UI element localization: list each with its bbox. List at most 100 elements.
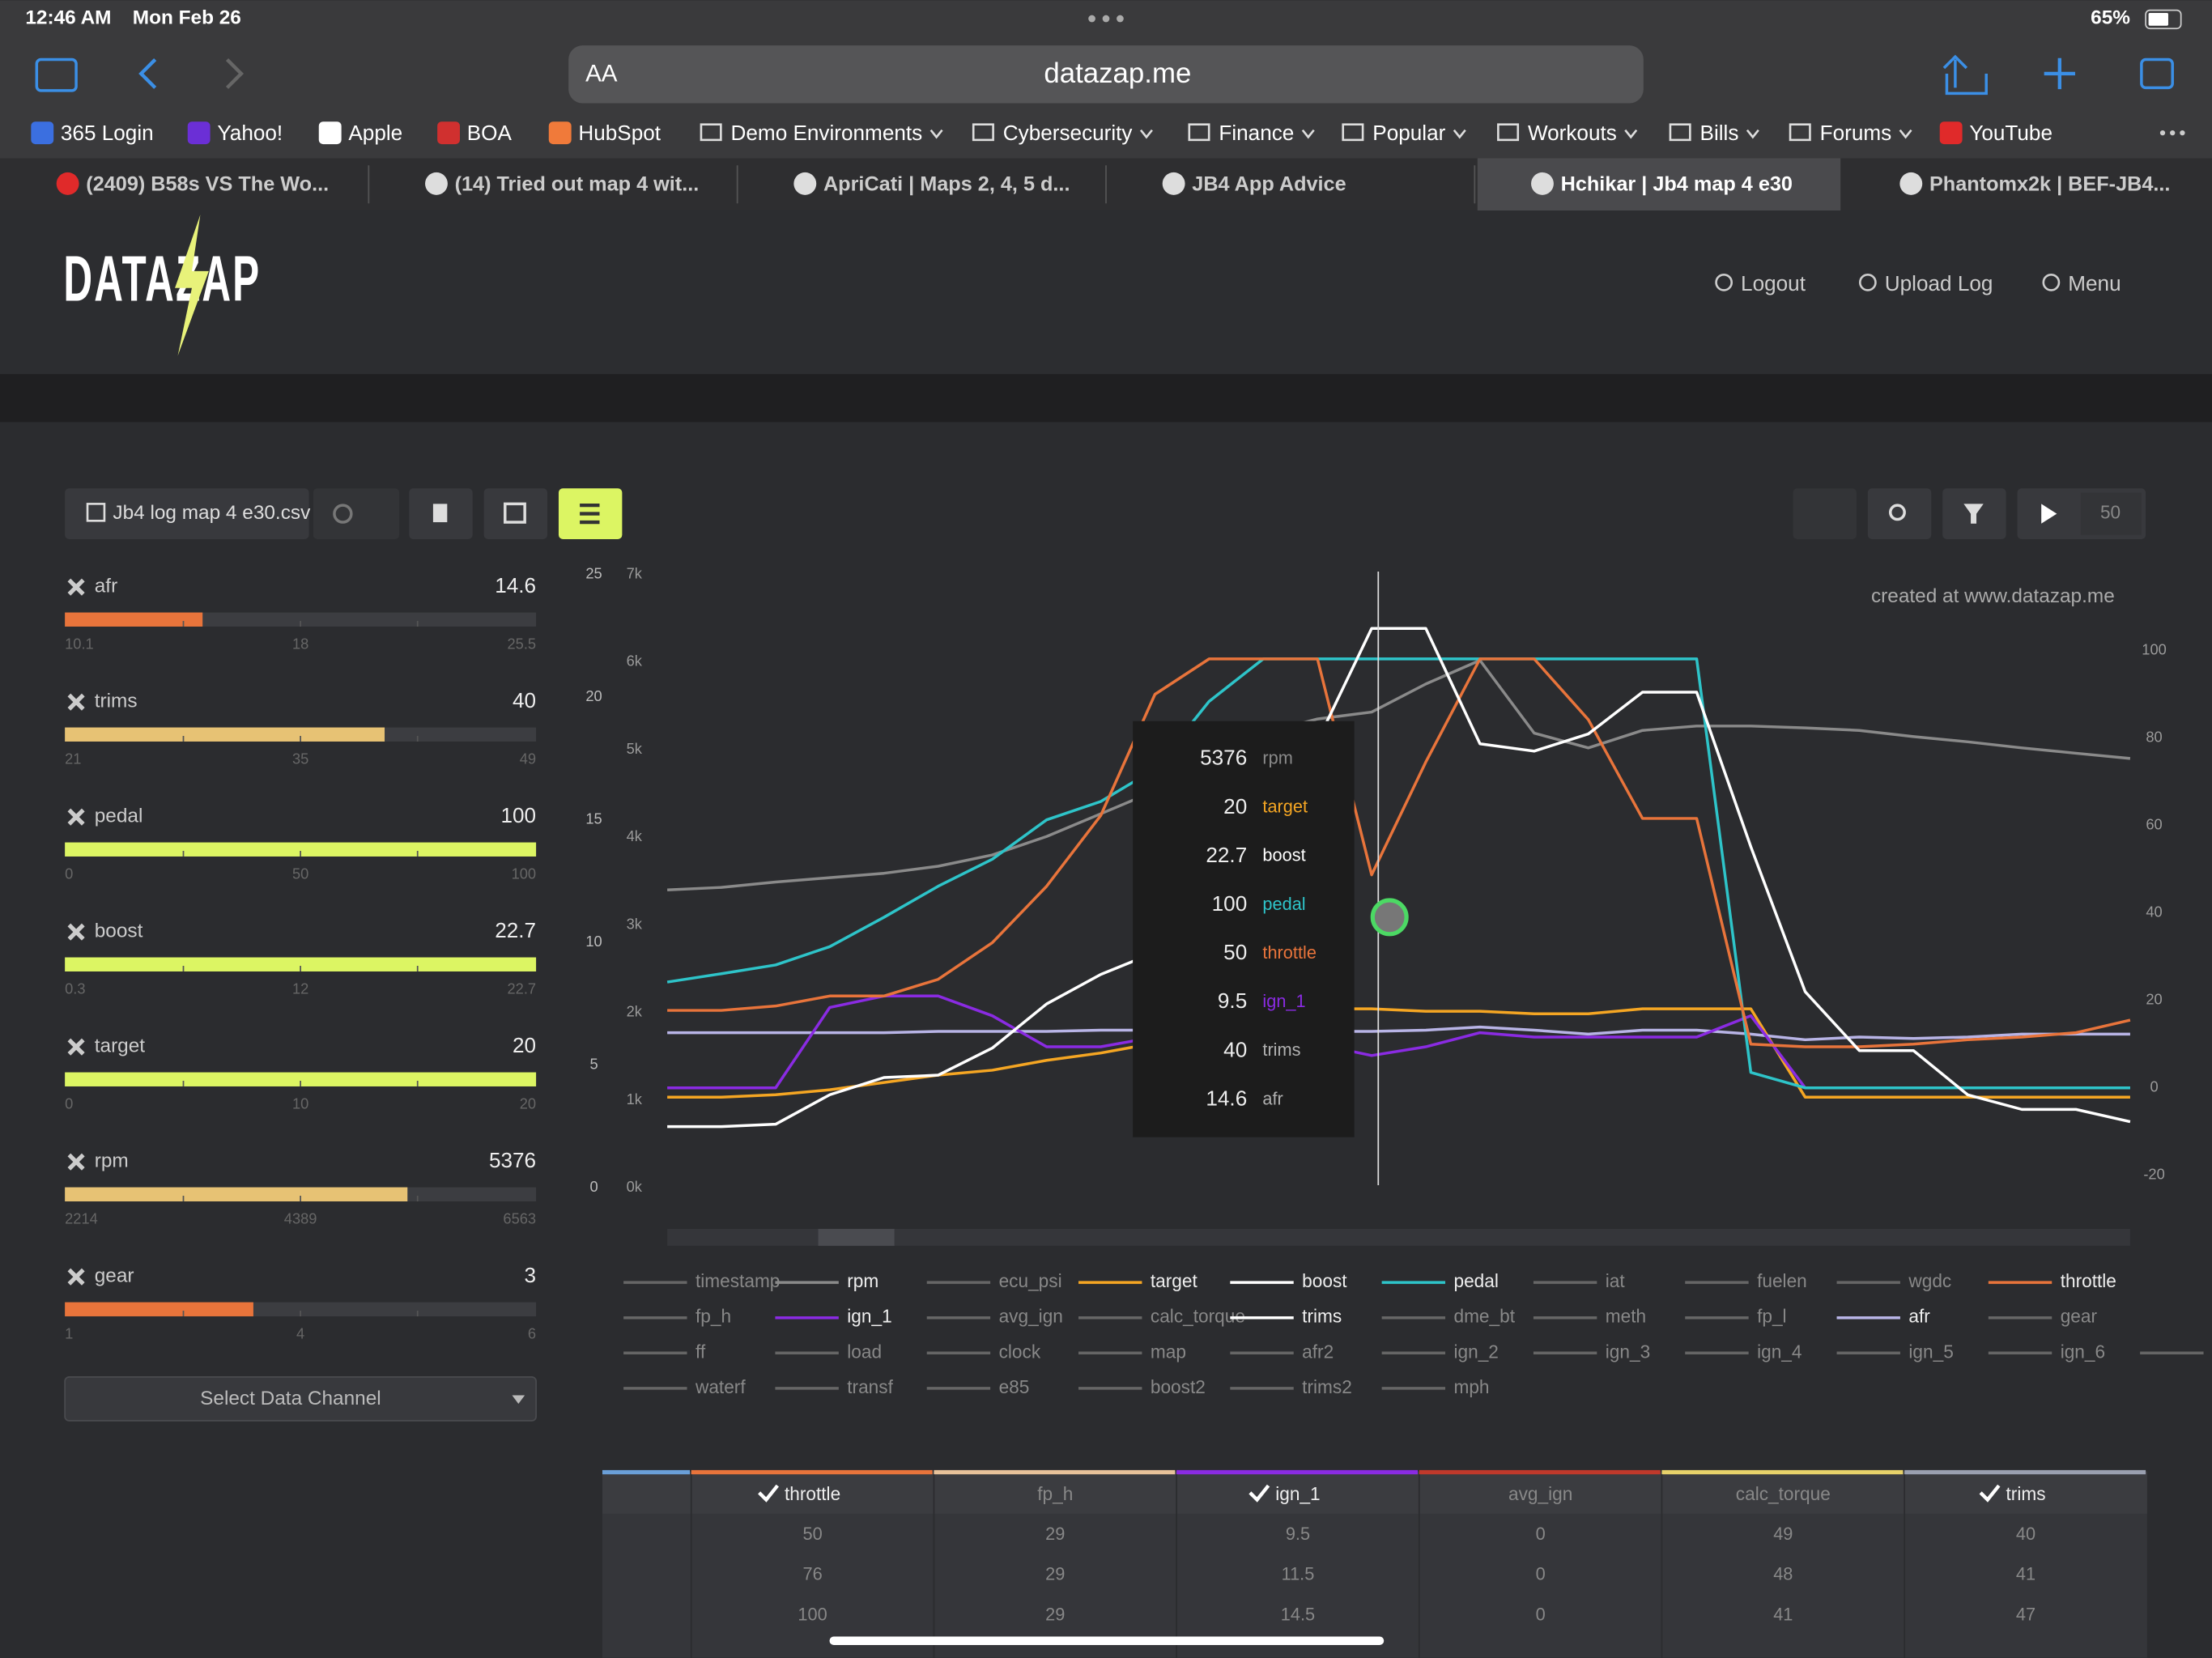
remove-icon[interactable] <box>67 923 85 941</box>
file-name[interactable]: Jb4 log map 4 e30.csv <box>113 502 311 524</box>
legend-label[interactable]: gear <box>2061 1306 2098 1327</box>
bookmark[interactable]: BOA <box>467 121 513 145</box>
back-button[interactable] <box>138 58 157 89</box>
select-channel-label[interactable]: Select Data Channel <box>200 1388 381 1409</box>
column-header[interactable]: ign_1 <box>1275 1483 1320 1504</box>
legend-label[interactable]: clock <box>999 1341 1041 1362</box>
tab-title[interactable]: ApriCati | Maps 2, 4, 5 d... <box>823 172 1070 195</box>
remove-icon[interactable] <box>67 578 85 596</box>
file-button[interactable] <box>65 488 309 539</box>
legend-label[interactable]: e85 <box>999 1376 1030 1397</box>
legend-label[interactable]: trims2 <box>1302 1376 1352 1397</box>
bookmark[interactable]: Workouts <box>1528 121 1617 145</box>
legend-label[interactable]: ign_5 <box>1908 1341 1953 1362</box>
column-header[interactable]: throttle <box>785 1483 840 1504</box>
bookmark[interactable]: Yahoo! <box>217 121 283 145</box>
legend-label[interactable]: rpm <box>847 1270 878 1291</box>
bookmark[interactable]: Finance <box>1219 121 1294 145</box>
bookmark-icon <box>31 121 54 145</box>
remove-icon[interactable] <box>67 1038 85 1056</box>
legend-label[interactable]: ign_1 <box>847 1306 891 1327</box>
nav-link[interactable]: Upload Log <box>1885 271 1993 295</box>
legend-label[interactable]: pedal <box>1453 1270 1498 1291</box>
bookmark[interactable]: Forums <box>1820 121 1892 145</box>
tab-title[interactable]: (14) Tried out map 4 wit... <box>455 172 700 195</box>
bookmark[interactable]: YouTube <box>1969 121 2052 145</box>
legend-label[interactable]: afr2 <box>1302 1341 1334 1362</box>
flag-button[interactable] <box>1793 488 1857 539</box>
scrollbar-thumb[interactable] <box>818 1228 895 1246</box>
bookmark[interactable]: HubSpot <box>578 121 661 145</box>
legend-label[interactable]: waterf <box>695 1376 746 1397</box>
tabs-button[interactable] <box>2140 57 2174 90</box>
legend-label[interactable]: ign_3 <box>1606 1341 1650 1362</box>
legend-label[interactable]: fp_h <box>696 1306 731 1327</box>
tab-title[interactable]: Hchikar | Jb4 map 4 e30 <box>1561 172 1793 195</box>
bookmark[interactable]: Cybersecurity <box>1003 121 1134 145</box>
scrollbar-track[interactable] <box>667 1228 2130 1246</box>
remove-icon[interactable] <box>67 693 85 711</box>
status-date: Mon Feb 26 <box>133 6 241 28</box>
forward-button[interactable] <box>225 58 245 89</box>
legend-label[interactable]: map <box>1151 1341 1186 1362</box>
legend-label[interactable]: wgdc <box>1908 1270 1951 1291</box>
legend-label[interactable]: boost2 <box>1151 1376 1206 1397</box>
count-field[interactable] <box>2080 492 2142 535</box>
bookmark[interactable]: Bills <box>1700 121 1739 145</box>
legend-label[interactable]: timestamp <box>696 1270 780 1291</box>
legend-label[interactable]: throttle <box>2061 1270 2116 1291</box>
legend-label[interactable]: trims <box>1302 1306 1342 1327</box>
logo[interactable]: DATAZAP <box>63 242 261 315</box>
column-header[interactable]: fp_h <box>1037 1483 1073 1504</box>
more-dot[interactable] <box>2159 130 2166 136</box>
new-tab-button[interactable] <box>2044 57 2075 90</box>
split-button[interactable] <box>483 488 548 539</box>
legend-label[interactable]: fuelen <box>1757 1270 1807 1291</box>
legend-label[interactable]: ff <box>696 1341 706 1362</box>
column-header[interactable]: calc_torque <box>1736 1483 1831 1504</box>
legend-label[interactable]: ign_4 <box>1757 1341 1802 1362</box>
reader-button[interactable]: AA <box>585 61 618 87</box>
legend-label[interactable]: afr <box>1908 1306 1930 1327</box>
column-header[interactable]: trims <box>2006 1483 2045 1504</box>
zoom-button[interactable] <box>1867 488 1932 539</box>
bookmark[interactable]: Popular <box>1372 121 1445 145</box>
legend-label[interactable]: target <box>1151 1270 1198 1291</box>
y-tick-label: 5 <box>589 1056 598 1073</box>
url[interactable]: datazap.me <box>1044 57 1191 89</box>
legend-label[interactable]: ign_6 <box>2061 1341 2105 1362</box>
legend-label[interactable]: dme_bt <box>1453 1306 1515 1327</box>
tooltip-value: 9.5 <box>1218 988 1247 1013</box>
tab-title[interactable]: (2409) B58s VS The Wo... <box>86 172 329 195</box>
remove-icon[interactable] <box>67 1153 85 1171</box>
legend-label[interactable]: meth <box>1606 1306 1646 1327</box>
legend-label[interactable]: boost <box>1302 1270 1347 1291</box>
nav-link[interactable]: Logout <box>1741 271 1806 295</box>
legend-label[interactable]: ign_2 <box>1453 1341 1498 1362</box>
tab-title[interactable]: Phantomx2k | BEF-JB4... <box>1929 172 2171 195</box>
address-bar[interactable] <box>568 45 1644 104</box>
legend-label[interactable]: ecu_psi <box>999 1270 1062 1291</box>
legend-label[interactable]: fp_l <box>1757 1306 1787 1327</box>
share-button[interactable] <box>1942 54 1988 96</box>
legend-label[interactable]: avg_ign <box>999 1306 1063 1327</box>
channel-name: pedal <box>95 806 143 827</box>
sidebar-button[interactable] <box>35 57 78 92</box>
select-channel[interactable] <box>64 1376 537 1422</box>
legend-label[interactable]: transf <box>847 1376 893 1397</box>
tab-title[interactable]: JB4 App Advice <box>1192 172 1346 195</box>
legend-label[interactable]: load <box>847 1341 882 1362</box>
remove-icon[interactable] <box>67 808 85 826</box>
legend-label[interactable]: calc_torque <box>1151 1306 1245 1327</box>
legend-label[interactable]: iat <box>1606 1270 1626 1291</box>
bookmark[interactable]: Demo Environments <box>731 121 923 145</box>
bookmark[interactable]: 365 Login <box>61 121 154 145</box>
tab-favicon <box>1162 172 1185 195</box>
nav-link[interactable]: Menu <box>2068 271 2121 295</box>
legend-label[interactable]: mph <box>1453 1376 1489 1397</box>
column-header[interactable]: avg_ign <box>1508 1483 1572 1504</box>
bookmark[interactable]: Apple <box>348 121 402 145</box>
refresh-button[interactable] <box>313 488 400 539</box>
remove-icon[interactable] <box>67 1268 85 1286</box>
count[interactable]: 50 <box>2100 502 2121 523</box>
